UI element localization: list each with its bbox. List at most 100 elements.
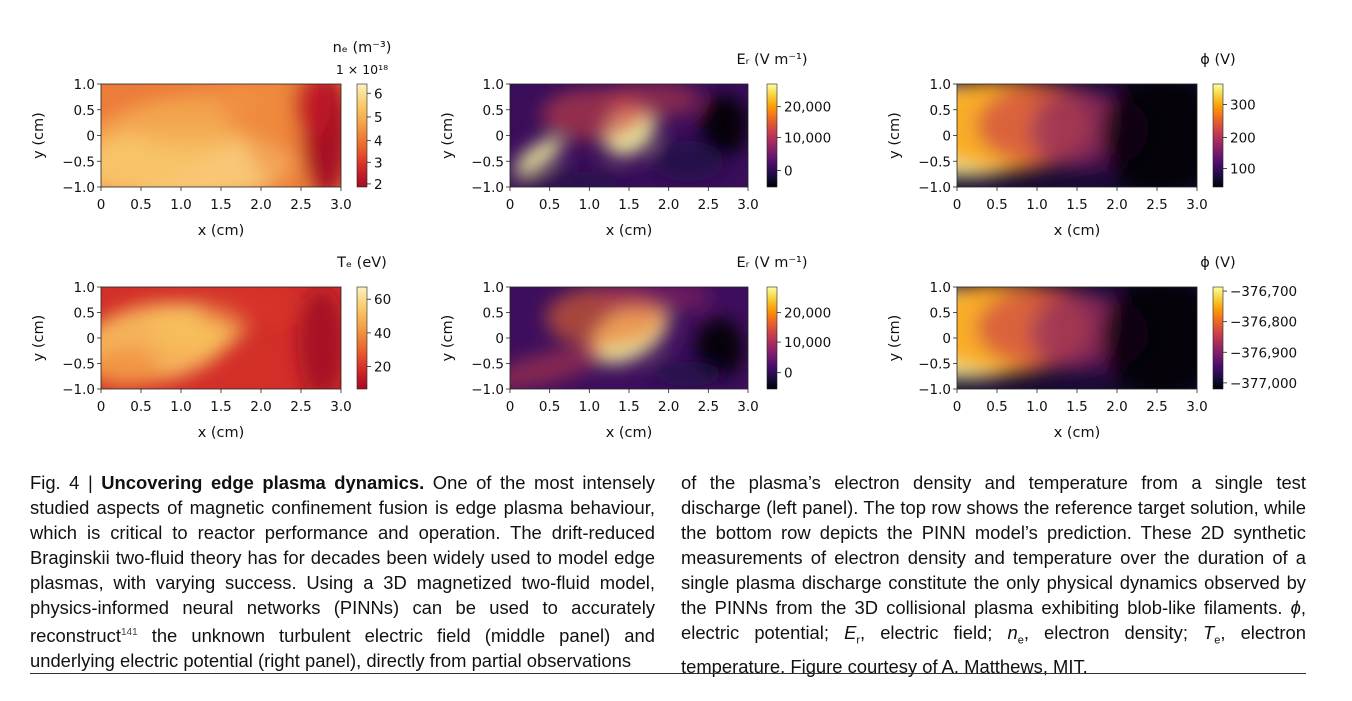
heatmap-blob bbox=[293, 84, 332, 136]
colorbar-tick-label: 20,000 bbox=[784, 100, 831, 116]
heatmap-blob bbox=[700, 94, 748, 157]
x-tick-label: 0 bbox=[97, 399, 106, 415]
y-tick-label: 0 bbox=[495, 129, 504, 145]
y-tick-label: −0.5 bbox=[918, 357, 951, 373]
heatmap-Er_pred bbox=[510, 287, 748, 389]
colorbar-tick-label: 100 bbox=[1230, 161, 1256, 177]
panel-ne_target: 1.00.50−0.5−1.00 0.5 1.0 1.5 2.0 2.5 3.0x (cm)… bbox=[31, 40, 391, 239]
x-tick-label: 2.0 bbox=[1106, 197, 1127, 213]
y-tick-label: −0.5 bbox=[471, 357, 504, 373]
x-tick-label: 3.0 bbox=[330, 197, 351, 213]
panel-phi_target: 1.00.50−0.5−1.00 0.5 1.0 1.5 2.0 2.5 3.0x (cm)… bbox=[887, 52, 1256, 239]
colorbar-title: ϕ (V) bbox=[1200, 52, 1235, 68]
x-tick-label: 3.0 bbox=[737, 197, 758, 213]
y-tick-label: −1.0 bbox=[62, 382, 95, 398]
x-tick-label: 1.0 bbox=[1026, 399, 1047, 415]
y-axis-label: y (cm) bbox=[31, 112, 47, 159]
caption-title: Uncovering edge plasma dynamics. bbox=[101, 472, 425, 493]
colorbar bbox=[1212, 83, 1224, 188]
y-tick-label: −1.0 bbox=[471, 382, 504, 398]
symbol-T-sub: e bbox=[1214, 634, 1221, 647]
symbol-n-sub: e bbox=[1017, 634, 1024, 647]
colorbar-multiplier: 1 × 10¹⁸ bbox=[336, 62, 388, 77]
x-tick-label: 0 bbox=[97, 197, 106, 213]
y-tick-label: −0.5 bbox=[62, 357, 95, 373]
x-tick-label: 2.5 bbox=[290, 399, 311, 415]
colorbar-tick-label: −376,800 bbox=[1230, 315, 1297, 331]
colorbar-tick-label: 0 bbox=[784, 164, 793, 180]
heatmap-Er_target bbox=[510, 84, 748, 187]
y-axis-label: y (cm) bbox=[31, 315, 47, 362]
y-tick-label: −1.0 bbox=[918, 382, 951, 398]
caption-right-column: of the plasma’s electron density and tem… bbox=[681, 470, 1306, 679]
x-axis-label: x (cm) bbox=[1054, 223, 1101, 239]
y-axis-label: y (cm) bbox=[440, 315, 456, 362]
y-tick-label: 1.0 bbox=[930, 280, 951, 296]
y-tick-label: 0.5 bbox=[483, 306, 504, 322]
x-tick-label: 1.5 bbox=[210, 197, 231, 213]
x-tick-label: 0.5 bbox=[986, 197, 1007, 213]
symbol-T: T bbox=[1203, 622, 1215, 643]
x-axis-label: x (cm) bbox=[1054, 425, 1101, 441]
x-axis-label: x (cm) bbox=[606, 425, 653, 441]
x-tick-label: 3.0 bbox=[1186, 399, 1207, 415]
caption-left-column: Fig. 4 | Uncovering edge plasma dynamics… bbox=[30, 470, 655, 673]
colorbar bbox=[356, 83, 368, 188]
heatmap-blob bbox=[197, 289, 293, 326]
x-tick-label: 1.0 bbox=[579, 399, 600, 415]
colorbar-title: Eᵣ (V m⁻¹) bbox=[737, 52, 808, 68]
caption-text: One of the most intensely studied aspect… bbox=[30, 472, 656, 647]
heatmap-blob bbox=[1101, 287, 1197, 389]
colorbar-tick-label: 20 bbox=[374, 360, 391, 376]
x-tick-label: 2.5 bbox=[698, 399, 719, 415]
heatmap-blob bbox=[514, 137, 563, 175]
y-tick-label: 0 bbox=[495, 331, 504, 347]
citation-ref[interactable]: 141 bbox=[120, 627, 138, 638]
caption-text: , electric field; bbox=[860, 622, 1008, 643]
y-tick-label: 0 bbox=[86, 129, 95, 145]
panel-Te_target: 1.00.50−0.5−1.00 0.5 1.0 1.5 2.0 2.5 3.0x (cm)… bbox=[31, 255, 391, 441]
colorbar-tick-label: −376,900 bbox=[1230, 345, 1297, 361]
heatmap-blob bbox=[510, 347, 604, 389]
y-tick-label: −1.0 bbox=[62, 180, 95, 196]
y-tick-label: 0 bbox=[942, 331, 951, 347]
y-axis-label: y (cm) bbox=[440, 112, 456, 159]
x-tick-label: 2.0 bbox=[658, 197, 679, 213]
colorbar-tick-label: 60 bbox=[374, 292, 391, 308]
symbol-n: n bbox=[1007, 622, 1018, 643]
x-tick-label: 1.5 bbox=[1066, 197, 1087, 213]
colorbar-tick-label: 6 bbox=[374, 86, 383, 102]
x-tick-label: 1.5 bbox=[210, 399, 231, 415]
colorbar bbox=[1212, 286, 1224, 390]
colorbar-tick-label: 40 bbox=[374, 326, 391, 342]
colorbar-tick-label: −377,000 bbox=[1230, 376, 1297, 392]
x-tick-label: 0 bbox=[506, 399, 515, 415]
x-tick-label: 0.5 bbox=[539, 399, 560, 415]
y-tick-label: 0 bbox=[86, 331, 95, 347]
x-axis-label: x (cm) bbox=[606, 223, 653, 239]
symbol-E: E bbox=[844, 622, 857, 643]
colorbar-tick-label: 300 bbox=[1230, 98, 1256, 114]
symbol-phi: ϕ bbox=[1290, 597, 1301, 618]
colorbar-tick-label: −376,700 bbox=[1230, 284, 1297, 300]
x-tick-label: 0.5 bbox=[130, 399, 151, 415]
y-tick-label: −0.5 bbox=[918, 154, 951, 170]
y-tick-label: −1.0 bbox=[918, 180, 951, 196]
colorbar-tick-label: 0 bbox=[784, 366, 793, 382]
x-axis-label: x (cm) bbox=[198, 425, 245, 441]
y-tick-label: 0 bbox=[942, 129, 951, 145]
y-tick-label: −0.5 bbox=[62, 154, 95, 170]
x-tick-label: 1.0 bbox=[170, 399, 191, 415]
y-tick-label: 1.0 bbox=[74, 280, 95, 296]
x-tick-label: 2.5 bbox=[1146, 197, 1167, 213]
x-tick-label: 2.0 bbox=[250, 197, 271, 213]
x-tick-label: 0 bbox=[953, 399, 962, 415]
colorbar-title: Tₑ (eV) bbox=[336, 255, 387, 271]
x-tick-label: 2.0 bbox=[658, 399, 679, 415]
x-axis-label: x (cm) bbox=[198, 223, 245, 239]
heatmap-blob bbox=[510, 171, 629, 187]
x-tick-label: 0.5 bbox=[986, 399, 1007, 415]
y-tick-label: −0.5 bbox=[471, 154, 504, 170]
caption-text: , electric potential; bbox=[681, 597, 1306, 643]
caption-text: of the plasma’s electron density and tem… bbox=[681, 472, 1306, 618]
